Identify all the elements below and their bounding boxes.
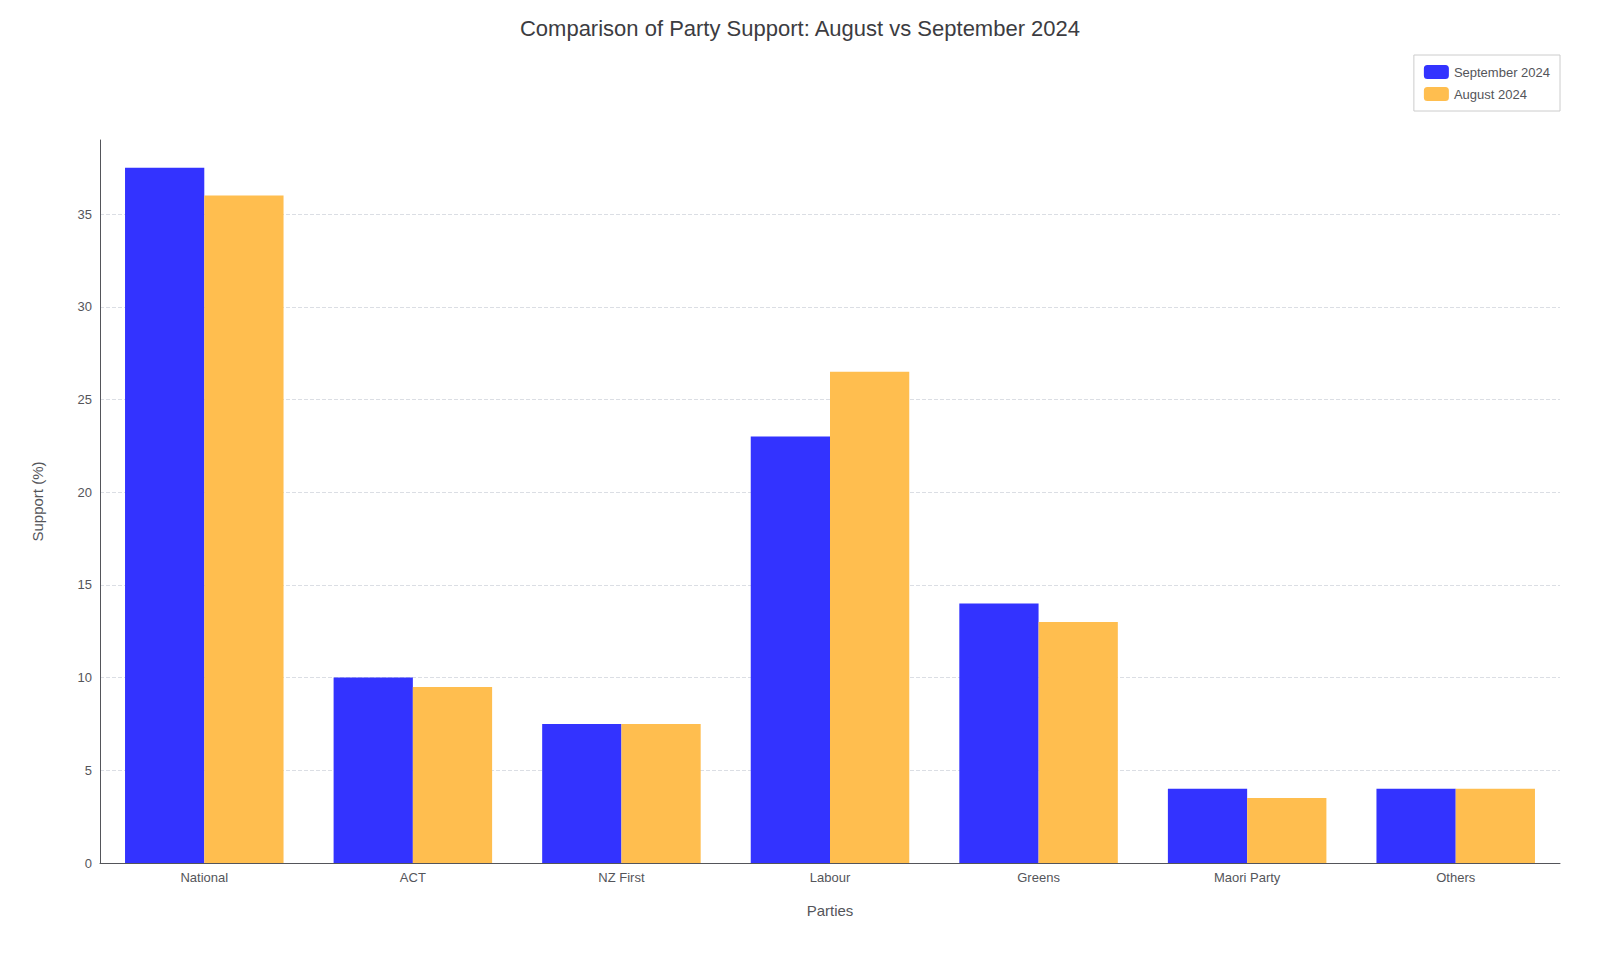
svg-text:National: National	[180, 870, 228, 885]
svg-text:Support (%): Support (%)	[29, 461, 46, 541]
svg-text:35: 35	[78, 207, 92, 222]
svg-text:ACT: ACT	[400, 870, 426, 885]
svg-text:Maori Party: Maori Party	[1214, 870, 1281, 885]
svg-text:15: 15	[78, 577, 92, 592]
svg-text:10: 10	[78, 670, 92, 685]
svg-text:20: 20	[78, 485, 92, 500]
svg-text:0: 0	[85, 856, 92, 871]
svg-text:30: 30	[78, 299, 92, 314]
svg-text:NZ First: NZ First	[598, 870, 645, 885]
svg-text:25: 25	[78, 392, 92, 407]
svg-text:Parties: Parties	[807, 902, 854, 919]
svg-text:Comparison of Party Support: A: Comparison of Party Support: August vs S…	[520, 16, 1080, 41]
svg-text:September 2024: September 2024	[1454, 65, 1550, 80]
svg-text:August 2024: August 2024	[1454, 87, 1527, 102]
svg-text:Greens: Greens	[1017, 870, 1060, 885]
svg-text:Labour: Labour	[810, 870, 851, 885]
svg-text:5: 5	[85, 763, 92, 778]
svg-text:Others: Others	[1436, 870, 1476, 885]
